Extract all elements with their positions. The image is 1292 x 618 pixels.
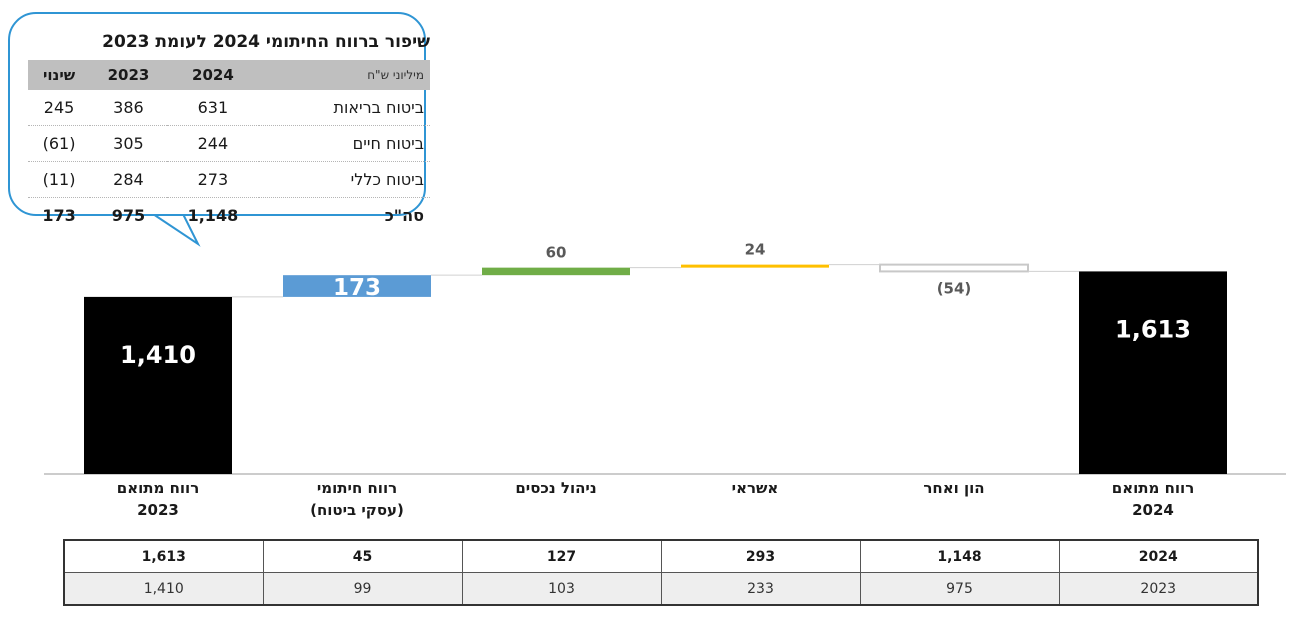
row-label: ביטוח בריאות [259,90,430,126]
underwriting-callout: שיפור ברווח החיתומי 2024 לעומת 2023 מילי… [8,12,430,225]
category-label-2: ניהול נכסים [515,479,596,497]
bar-4 [879,263,1029,273]
bottom-cell: 45 [262,539,463,573]
callout-row-general: ביטוח כללי 273 284 (11) [28,161,430,198]
bottom-cell: 1,410 [63,572,264,606]
value-label-2: 60 [546,244,567,262]
callout-header-change: שינוי [28,60,91,90]
value-label-5: 1,613 [1115,315,1191,343]
category-sublabel-5: 2024 [1132,501,1174,519]
row-change: 173 [42,206,76,225]
bottom-cell: 99 [262,572,463,606]
value-label-4: (54) [937,279,972,297]
row-change: (61) [28,125,91,162]
row-2023: 975 [111,206,146,225]
row-label: ביטוח חיים [259,125,430,162]
callout-header-2023: 2023 [90,60,167,90]
row-change: (11) [28,161,91,198]
bottom-cell: 2023 [1058,572,1259,606]
bar-1 [283,275,431,297]
bottom-cell: 975 [859,572,1060,606]
bottom-cell: 1,613 [63,539,264,573]
value-label-0: 1,410 [120,341,196,369]
callout-row-total: סה"כ 1,148 975 173 [28,198,430,234]
row-2024: 631 [166,90,260,126]
row-change: 245 [28,90,91,126]
category-label-0: רווח מתואם [117,479,199,497]
category-sublabel-1: (עסקי ביטוח) [310,501,404,519]
bottom-cell: 2024 [1058,539,1259,573]
bottom-data-table: 2024 1,148 293 127 45 1,613 2023 975 233… [63,539,1259,606]
bar-2 [482,267,630,276]
value-label-3: 24 [745,241,766,259]
category-sublabel-0: 2023 [137,501,179,519]
bottom-cell: 233 [660,572,861,606]
callout-row-health: ביטוח בריאות 631 386 245 [28,90,430,126]
bottom-row-2024: 2024 1,148 293 127 45 1,613 [63,539,1259,573]
bottom-cell: 103 [461,572,662,606]
bar-3 [681,264,829,268]
row-2023: 305 [90,125,167,162]
callout-row-life: ביטוח חיים 244 305 (61) [28,125,430,162]
bottom-cell: 1,148 [859,539,1060,573]
callout-title: שיפור ברווח החיתומי 2024 לעומת 2023 [102,32,430,52]
row-label: סה"כ [384,206,424,225]
row-2023: 284 [90,161,167,198]
category-label-3: אשראי [732,479,779,497]
callout-unit: מיליוני ש"ח [259,60,430,90]
callout-header-row: מיליוני ש"ח 2024 2023 שינוי [28,60,430,90]
bottom-cell: 127 [461,539,662,573]
callout-header-2024: 2024 [166,60,260,90]
bar-5 [1079,271,1227,474]
category-label-4: הון ואחר [923,479,984,497]
category-label-1: רווח חיתומי [317,479,397,497]
row-2024: 244 [166,125,260,162]
bar-0 [84,296,232,474]
value-label-1: 173 [333,275,381,301]
bottom-row-2023: 2023 975 233 103 99 1,410 [63,572,1259,606]
bottom-cell: 293 [660,539,861,573]
callout-table: מיליוני ש"ח 2024 2023 שינוי ביטוח בריאות… [28,60,430,233]
row-label: ביטוח כללי [259,161,430,198]
row-2024: 273 [166,161,260,198]
row-2023: 386 [90,90,167,126]
row-2024: 1,148 [187,206,239,225]
category-label-5: רווח מתואם [1112,479,1194,497]
